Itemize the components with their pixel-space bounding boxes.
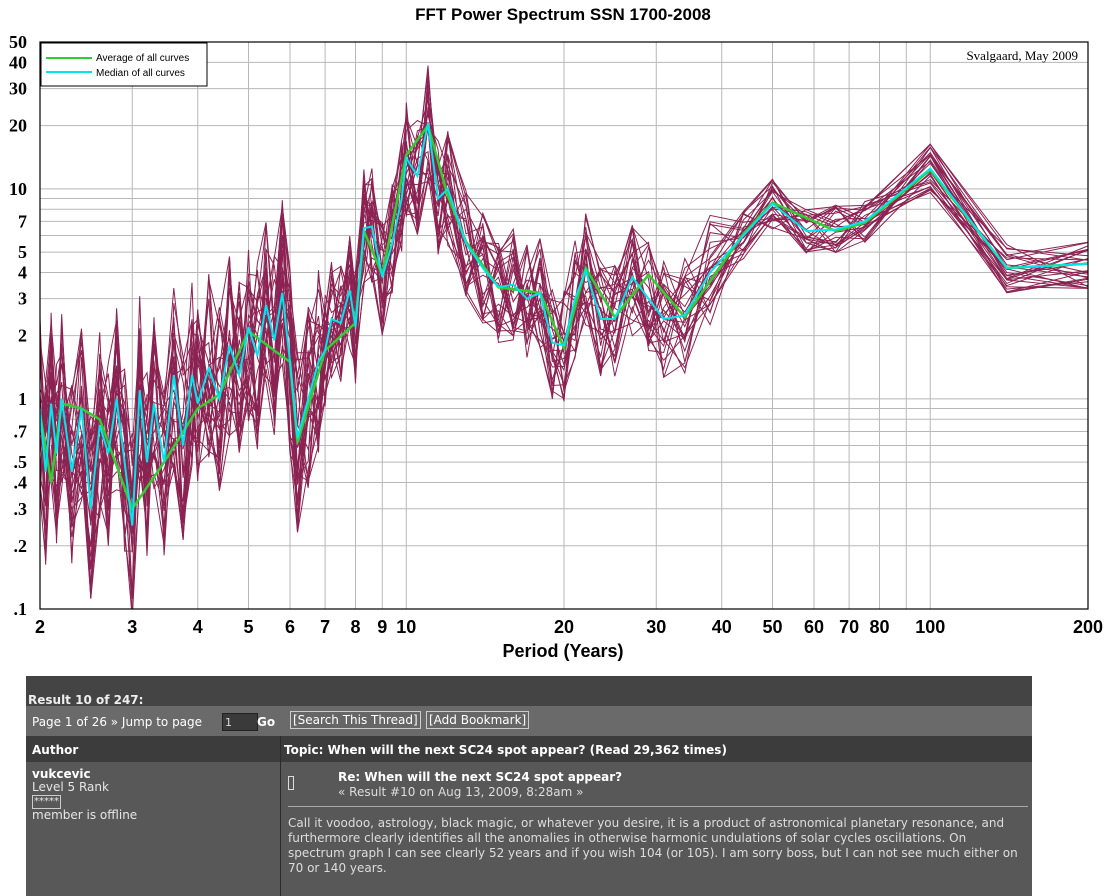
jump-page-input[interactable] (222, 713, 258, 731)
x-tick-label: 2 (35, 617, 45, 637)
post-title[interactable]: Re: When will the next SC24 spot appear? (338, 770, 623, 784)
legend-average-label: Average of all curves (96, 53, 189, 64)
x-tick-label: 6 (285, 617, 295, 637)
page-info: Page 1 of 26 » Jump to page (32, 715, 203, 729)
x-tick-label: 60 (804, 617, 824, 637)
x-tick-label: 4 (193, 617, 203, 637)
y-tick-label: 1 (18, 389, 27, 409)
author-status: member is offline (32, 808, 138, 822)
y-tick-label: 2 (18, 326, 27, 346)
column-divider (280, 736, 281, 896)
y-tick-label: .1 (14, 599, 28, 619)
chart-series (40, 122, 1088, 526)
result-count: Result 10 of 247: (28, 693, 144, 707)
y-tick-label: 20 (9, 116, 27, 136)
author-rank: Level 5 Rank (32, 780, 109, 794)
forum-panel: Result 10 of 247: Page 1 of 26 » Jump to… (26, 676, 1032, 896)
y-tick-label: .7 (14, 421, 28, 441)
y-tick-label: 7 (18, 211, 27, 231)
x-tick-label: 3 (127, 617, 137, 637)
thread-header: Author Topic: When will the next SC24 sp… (26, 736, 1032, 762)
chart-ticks: 2 3 4 5 6 7 8 9 10 20 30 40 50 60 70 80 100 200.1.2.3.4.5… (9, 32, 1103, 637)
y-tick-label: 4 (18, 262, 27, 282)
y-tick-label: .4 (14, 473, 28, 493)
rank-stars: ***** (32, 795, 61, 809)
add-bookmark-button[interactable]: [Add Bookmark] (426, 711, 530, 729)
x-tick-label: 40 (712, 617, 732, 637)
y-tick-label: .2 (14, 536, 28, 556)
y-tick-label: 3 (18, 289, 27, 309)
x-tick-label: 200 (1073, 617, 1103, 637)
individual-curve (40, 168, 1088, 597)
result-bar: Result 10 of 247: (26, 676, 1032, 707)
y-tick-label: 30 (9, 79, 27, 99)
x-axis-label: Period (Years) (502, 641, 623, 661)
individual-curve (40, 100, 1088, 609)
x-tick-label: 80 (869, 617, 889, 637)
go-button[interactable]: Go (257, 715, 276, 729)
topic-title: Topic: When will the next SC24 spot appe… (284, 743, 727, 757)
post-author: vukcevic Level 5 Rank ***** member is of… (32, 768, 137, 822)
legend: Average of all curves Median of all curv… (40, 42, 208, 87)
x-tick-label: 8 (350, 617, 360, 637)
post-icon (288, 776, 294, 790)
y-tick-label: .3 (14, 499, 28, 519)
x-tick-label: 50 (763, 617, 783, 637)
x-tick-label: 5 (244, 617, 254, 637)
x-tick-label: 10 (396, 617, 416, 637)
legend-median-label: Median of all curves (96, 68, 185, 79)
y-tick-label: 10 (9, 179, 27, 199)
x-tick-label: 9 (377, 617, 387, 637)
author-name[interactable]: vukcevic (32, 767, 91, 781)
y-tick-label: 5 (18, 242, 27, 262)
post-body: Call it voodoo, astrology, black magic, … (288, 816, 1018, 875)
x-tick-label: 100 (915, 617, 945, 637)
author-column-header: Author (32, 743, 79, 757)
x-tick-label: 20 (554, 617, 574, 637)
post-divider (288, 806, 1028, 807)
legend-box (40, 42, 208, 87)
x-tick-label: 7 (320, 617, 330, 637)
post-row: vukcevic Level 5 Rank ***** member is of… (26, 762, 1032, 896)
chart-credit: Svalgaard, May 2009 (966, 48, 1078, 63)
chart-title: FFT Power Spectrum SSN 1700-2008 (415, 5, 711, 24)
pagination-bar: Page 1 of 26 » Jump to page Go [Search T… (26, 706, 1032, 736)
y-tick-label: 40 (9, 52, 27, 72)
plot-frame (39, 41, 1089, 610)
median-series-line (40, 123, 1088, 526)
y-tick-label: 50 (9, 32, 27, 52)
y-tick-label: .5 (14, 452, 28, 472)
x-tick-label: 30 (646, 617, 666, 637)
x-tick-label: 70 (839, 617, 859, 637)
post-meta: « Result #10 on Aug 13, 2009, 8:28am » (338, 785, 584, 799)
search-thread-button[interactable]: [Search This Thread] (290, 711, 421, 729)
